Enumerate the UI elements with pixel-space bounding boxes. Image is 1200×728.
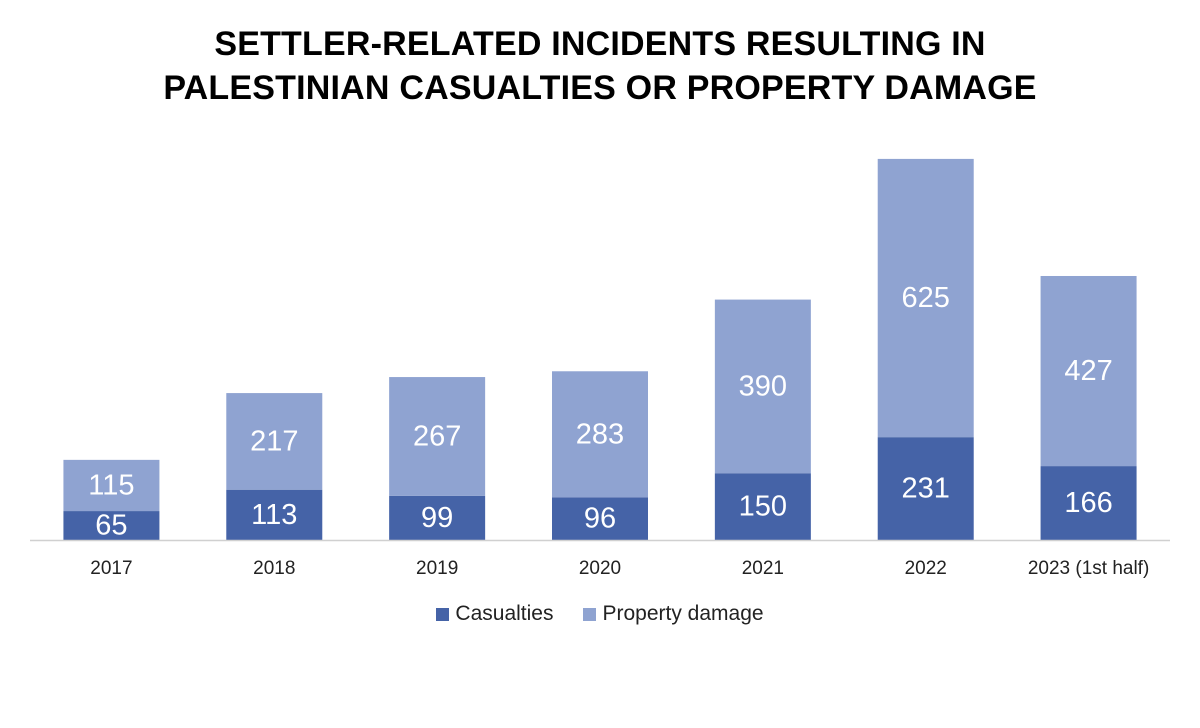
chart-title-line-2: PALESTINIAN CASUALTIES OR PROPERTY DAMAG…: [163, 69, 1037, 107]
chart-title: SETTLER-RELATED INCIDENTS RESULTING IN P…: [0, 22, 1200, 110]
bar-property-damage-2018: [226, 393, 323, 490]
legend-item-property-damage: Property damage: [583, 602, 764, 626]
bar-casualties-2019: [389, 495, 486, 540]
bars-layer: 65 115 113 217 99 267 96 283 150 390 231 625 166 427: [63, 158, 1137, 542]
bar-casualties-2017: [63, 511, 160, 540]
bar-casualties-2021: [714, 473, 811, 540]
x-tick-label-2020: 2020: [579, 558, 621, 579]
data-label-property-damage-2018: 217: [250, 425, 298, 457]
data-label-casualties-2020: 96: [584, 503, 616, 535]
data-label-property-damage-2023-1st-half: 427: [1064, 355, 1112, 387]
x-tick-label-2018: 2018: [253, 558, 295, 579]
legend-label-casualties: Casualties: [455, 602, 554, 625]
bar-casualties-2018: [226, 489, 323, 540]
data-label-casualties-2021: 150: [739, 491, 787, 523]
bar-casualties-2020: [552, 497, 648, 540]
chart-title-line-1: SETTLER-RELATED INCIDENTS RESULTING IN: [214, 25, 986, 63]
data-label-property-damage-2019: 267: [413, 420, 461, 452]
legend-item-casualties: Casualties: [436, 602, 553, 626]
x-tick-label-2022: 2022: [905, 558, 947, 579]
data-label-casualties-2017: 65: [95, 510, 127, 542]
data-label-property-damage-2022: 625: [902, 282, 950, 314]
legend-swatch-property-damage: [583, 607, 597, 621]
bar-casualties-2023-1st-half: [1040, 466, 1137, 540]
data-label-casualties-2023-1st-half: 166: [1064, 487, 1112, 519]
data-label-property-damage-2017: 115: [88, 469, 134, 501]
bar-property-damage-2022: [877, 158, 974, 438]
x-tick-label-2023-1st-half: 2023 (1st half): [1028, 558, 1149, 579]
data-label-casualties-2022: 231: [902, 473, 950, 505]
x-tick-label-2019: 2019: [416, 558, 458, 579]
bar-property-damage-2023-1st-half: [1040, 275, 1137, 467]
data-label-casualties-2018: 113: [251, 499, 297, 531]
bar-casualties-2022: [877, 437, 974, 540]
bar-property-damage-2020: [552, 371, 648, 498]
data-label-casualties-2019: 99: [421, 502, 453, 534]
legend-swatch-casualties: [436, 607, 450, 621]
bar-property-damage-2021: [714, 299, 811, 474]
bar-property-damage-2019: [389, 377, 486, 496]
bar-property-damage-2017: [63, 459, 160, 512]
legend: Casualties Property damage: [0, 602, 1200, 626]
legend-label-property-damage: Property damage: [602, 602, 764, 625]
data-label-property-damage-2020: 283: [576, 418, 624, 450]
x-tick-label-2021: 2021: [742, 558, 784, 579]
x-axis-ticks: 2017 2018 2019 2020 2021 2022 2023 (1st half): [90, 558, 1149, 579]
data-label-property-damage-2021: 390: [739, 370, 787, 402]
x-tick-label-2017: 2017: [90, 558, 132, 579]
